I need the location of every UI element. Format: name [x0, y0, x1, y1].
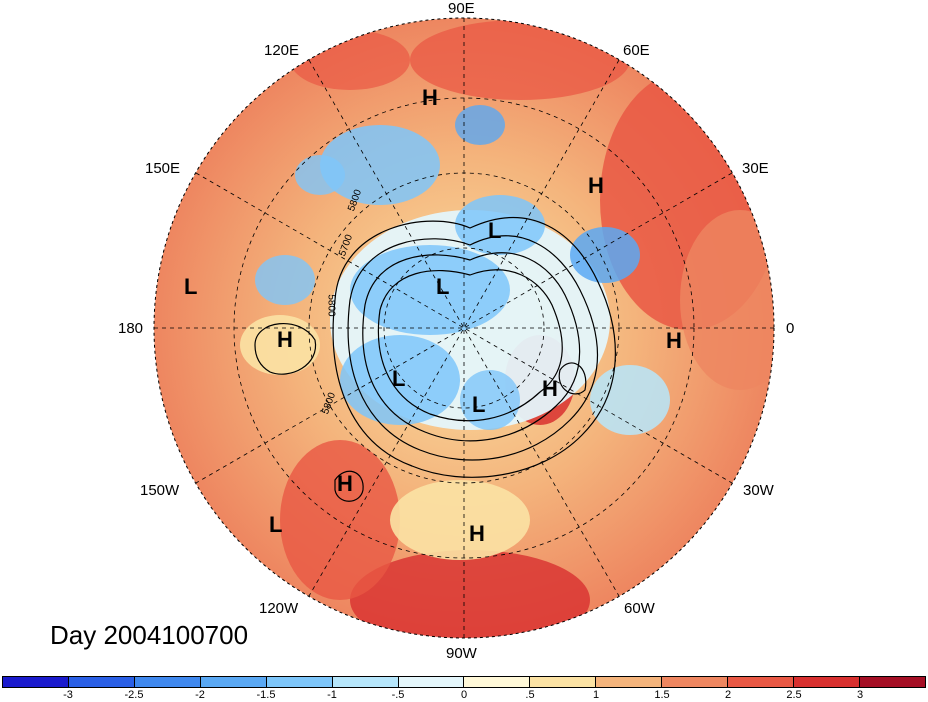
high-pressure-center: H — [542, 376, 558, 401]
colorbar-tick-label: -2.5 — [124, 689, 144, 701]
anomaly-field — [154, 18, 774, 638]
contour-label: 5800 — [325, 294, 337, 317]
colorbar-tick-label: -2 — [195, 689, 205, 701]
colorbar-segment — [134, 677, 201, 687]
colorbar-tick-label: 0 — [460, 689, 468, 701]
low-pressure-center: L — [436, 274, 450, 299]
colorbar-segment — [398, 677, 465, 687]
low-pressure-center: L — [488, 218, 502, 243]
high-pressure-center: H — [422, 85, 438, 110]
lon-label-30w: 30W — [743, 482, 774, 499]
colorbar — [2, 676, 926, 688]
lon-label-90e: 90E — [448, 0, 475, 17]
low-pressure-center: L — [269, 512, 283, 537]
colorbar-segment — [794, 677, 860, 687]
colorbar-segment — [332, 677, 399, 687]
colorbar-segment — [266, 677, 333, 687]
lon-label-120w: 120W — [259, 600, 299, 617]
colorbar-tick-label: 1 — [592, 689, 600, 701]
colorbar-tick-label: 1.5 — [654, 689, 670, 701]
colorbar-segment — [728, 677, 795, 687]
colorbar-tick-label: 2 — [724, 689, 732, 701]
lon-label-60w: 60W — [624, 600, 655, 617]
high-pressure-center: H — [588, 173, 604, 198]
colorbar-segment — [200, 677, 267, 687]
date-label: Day 2004100700 — [50, 620, 249, 650]
lon-label-60e: 60E — [623, 42, 650, 59]
map-boundary — [153, 17, 775, 639]
colorbar-segment — [596, 677, 663, 687]
colorbar-segment — [662, 677, 729, 687]
colorbar-tick-label: -1.5 — [256, 689, 276, 701]
colorbar-segment — [530, 677, 597, 687]
colorbar-tick-label: -3 — [63, 689, 73, 701]
lon-label-30e: 30E — [742, 160, 769, 177]
colorbar-tick-label: 2.5 — [786, 689, 802, 701]
high-pressure-center: H — [469, 521, 485, 546]
colorbar-segment — [859, 677, 925, 687]
low-pressure-center: L — [184, 274, 198, 299]
colorbar-tick-label: -.5 — [391, 689, 405, 701]
lon-label-90w: 90W — [446, 645, 477, 662]
lon-label-120e: 120E — [264, 42, 300, 59]
low-pressure-center: L — [472, 392, 486, 417]
colorbar-tick-label: -1 — [327, 689, 337, 701]
high-pressure-center: H — [337, 471, 353, 496]
colorbar-tick-label: .5 — [525, 689, 535, 701]
colorbar-segment — [464, 677, 531, 687]
colorbar-segment — [3, 677, 69, 687]
graticule — [154, 18, 774, 638]
lon-label-0: 0 — [786, 320, 795, 337]
colorbar-tick-label: 3 — [856, 689, 864, 701]
lon-label-150w: 150W — [140, 482, 180, 499]
low-pressure-center: L — [392, 366, 406, 391]
high-pressure-center: H — [666, 328, 682, 353]
colorbar-segment — [68, 677, 135, 687]
high-pressure-center: H — [277, 327, 293, 352]
lon-label-150e: 150E — [145, 160, 181, 177]
lon-label-180: 180 — [118, 320, 144, 337]
